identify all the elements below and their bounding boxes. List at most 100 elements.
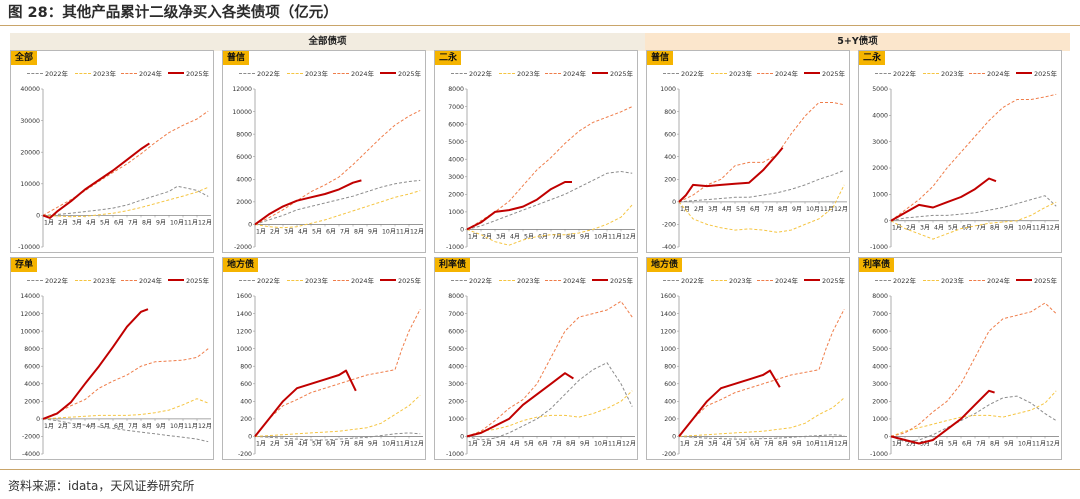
x-tick-label: 11月 [820, 440, 834, 447]
x-tick-label: 6月 [750, 206, 760, 213]
legend-item: 2023年 [75, 275, 116, 285]
legend-label: 2023年 [517, 70, 541, 78]
y-tick-label: 2000 [448, 192, 464, 199]
x-tick-label: 6月 [538, 233, 548, 240]
series-line [254, 179, 362, 226]
x-tick-label: 5月 [100, 219, 110, 226]
series-line [466, 390, 633, 437]
x-tick-label: 10月 [170, 219, 184, 226]
x-tick-label: 9月 [368, 440, 378, 447]
x-tick-label: 3月 [708, 440, 718, 447]
chart-panel: 利率债 2022年 2023年 2024年 2025年 -1000 0 1000 2000 300… [434, 257, 638, 460]
legend-item: 2025年 [168, 275, 209, 285]
x-tick-label: 2月 [270, 228, 280, 235]
y-tick-label: 1600 [660, 293, 676, 300]
legend-swatch [663, 279, 679, 281]
x-tick-label: 3月 [708, 206, 718, 213]
x-tick-label: 12月 [834, 206, 848, 213]
chart-plot: -1000 0 1000 2000 3000 4000 5000 6000 7000 8000 1月… [446, 86, 636, 251]
x-tick-label: 2月 [58, 423, 68, 430]
legend-swatch [287, 72, 303, 74]
legend-swatch [875, 279, 891, 281]
y-tick-label: 2000 [24, 399, 40, 406]
x-tick-label: 7月 [128, 219, 138, 226]
chart-legend: 2022年 2023年 2024年 2025年 [859, 68, 1063, 78]
chart-panel: 地方债 2022年 2023年 2024年 2025年 -200 0 200 400 600 800… [222, 257, 426, 460]
y-tick-label: 0 [248, 222, 252, 229]
x-tick-label: 10月 [382, 228, 396, 235]
legend-label: 2023年 [517, 277, 541, 285]
series-line [42, 186, 209, 218]
legend-item: 2022年 [875, 68, 916, 78]
chart-legend: 2022年 2023年 2024年 2025年 [11, 68, 215, 78]
legend-item: 2024年 [969, 275, 1010, 285]
y-tick-label: 7000 [448, 311, 464, 318]
y-tick-label: 6000 [448, 121, 464, 128]
y-tick-label: 3000 [448, 381, 464, 388]
x-tick-label: 12月 [622, 233, 636, 240]
legend-swatch [499, 279, 515, 281]
x-tick-label: 10月 [594, 440, 608, 447]
legend-label: 2025年 [822, 277, 846, 285]
chart-plot: -4000 -2000 0 2000 4000 6000 8000 10000 12000 140… [20, 293, 212, 458]
y-tick-label: 3000 [448, 174, 464, 181]
x-tick-label: 3月 [72, 423, 82, 430]
legend-item: 2023年 [287, 68, 328, 78]
y-tick-label: 2000 [448, 399, 464, 406]
group-header-5y-bonds: 5+Y债项 [645, 33, 1070, 51]
x-tick-label: 3月 [920, 440, 930, 447]
series-line [678, 147, 784, 203]
legend-swatch [969, 279, 985, 281]
legend-item: 2022年 [451, 68, 492, 78]
legend-label: 2022年 [893, 277, 917, 285]
legend-label: 2023年 [729, 70, 753, 78]
legend-swatch [1016, 72, 1032, 74]
series-line [890, 195, 1057, 222]
chart-legend: 2022年 2023年 2024年 2025年 [647, 68, 851, 78]
legend-swatch [239, 72, 255, 74]
x-tick-label: 6月 [114, 219, 124, 226]
legend-label: 2024年 [987, 277, 1011, 285]
x-tick-label: 1月 [680, 206, 690, 213]
x-tick-label: 7月 [764, 206, 774, 213]
x-tick-label: 1月 [468, 440, 478, 447]
series-line [678, 102, 845, 203]
x-tick-label: 3月 [496, 440, 506, 447]
series-line [42, 308, 149, 420]
legend-swatch [757, 72, 773, 74]
x-tick-label: 4月 [86, 219, 96, 226]
legend-label: 2025年 [398, 70, 422, 78]
panel-tag: 利率债 [859, 258, 895, 272]
y-tick-label: 0 [672, 199, 676, 206]
x-tick-label: 9月 [580, 440, 590, 447]
legend-swatch [75, 72, 91, 74]
x-tick-label: 5月 [312, 228, 322, 235]
y-tick-label: 800 [240, 363, 252, 370]
series-line [466, 204, 633, 246]
chart-plot: -400 -200 0 200 400 600 800 1000 1月 2月 3月 4月 5月 6月 7月 8… [660, 86, 848, 251]
legend-swatch [969, 72, 985, 74]
x-tick-label: 5月 [524, 440, 534, 447]
x-tick-label: 2月 [906, 440, 916, 447]
x-tick-label: 7月 [764, 440, 774, 447]
y-tick-label: 1200 [236, 328, 252, 335]
legend-swatch [1016, 279, 1032, 281]
legend-item: 2022年 [663, 275, 704, 285]
legend-item: 2024年 [757, 275, 798, 285]
legend-item: 2023年 [923, 275, 964, 285]
x-tick-label: 6月 [962, 440, 972, 447]
series-line [466, 106, 633, 230]
legend-label: 2024年 [351, 277, 375, 285]
group-header-all-bonds: 全部债项 [10, 33, 645, 51]
y-tick-label: 200 [240, 416, 252, 423]
y-tick-label: 4000 [24, 381, 40, 388]
legend-label: 2022年 [45, 70, 69, 78]
y-tick-label: 400 [664, 399, 676, 406]
x-tick-label: 1月 [680, 440, 690, 447]
y-tick-label: 4000 [448, 156, 464, 163]
x-tick-label: 12月 [834, 440, 848, 447]
y-tick-label: -200 [238, 451, 252, 458]
legend-label: 2025年 [398, 277, 422, 285]
x-tick-label: 10月 [806, 206, 820, 213]
y-tick-label: 4000 [872, 363, 888, 370]
